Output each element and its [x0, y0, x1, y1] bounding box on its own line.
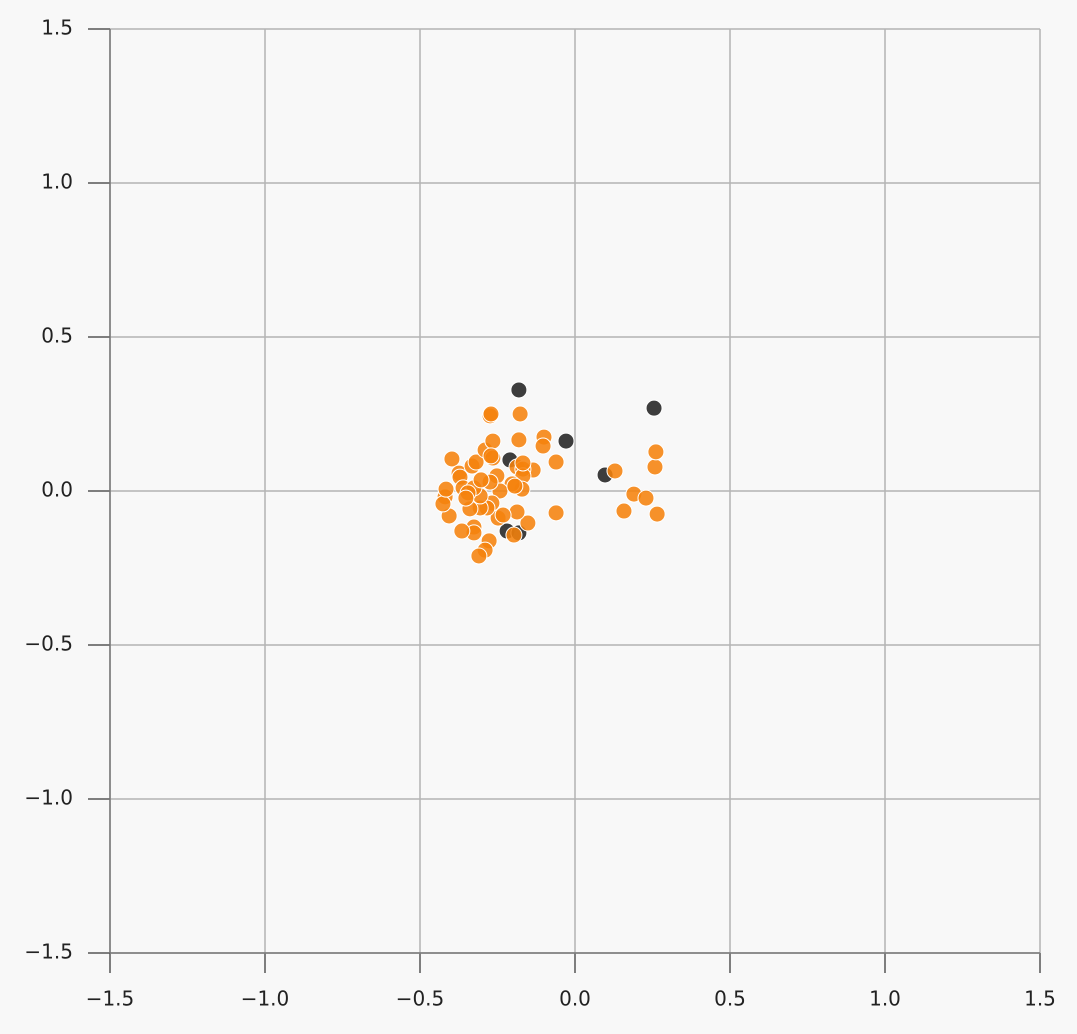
scatter-point [472, 471, 490, 489]
scatter-point [647, 443, 665, 461]
y-tick-label: −0.5 [24, 632, 73, 656]
y-tick-label: −1.5 [24, 940, 73, 964]
scatter-point [615, 502, 633, 520]
scatter-point [505, 526, 523, 544]
scatter-point [646, 458, 664, 476]
scatter-point [484, 432, 502, 450]
scatter-point [443, 450, 461, 468]
y-tick-label: 0.5 [41, 324, 73, 348]
x-tick-label: 0.5 [714, 987, 746, 1011]
scatter-point [510, 381, 528, 399]
scatter-point [645, 399, 663, 417]
x-tick-label: −1.0 [241, 987, 290, 1011]
scatter-point [514, 454, 532, 472]
scatter-point [437, 480, 455, 498]
y-tick-label: 1.5 [41, 16, 73, 40]
x-tick-label: −1.5 [86, 987, 135, 1011]
scatter-point [519, 514, 537, 532]
scatter-point [637, 489, 655, 507]
scatter-point [470, 547, 488, 565]
scatter-point [606, 462, 624, 480]
scatter-point [467, 453, 485, 471]
scatter-point [494, 506, 512, 524]
scatter-point [508, 503, 526, 521]
scatter-point [482, 447, 500, 465]
x-tick-label: 0.0 [559, 987, 591, 1011]
scatter-point [511, 405, 529, 423]
x-tick-label: 1.5 [1024, 987, 1056, 1011]
scatter-point [547, 453, 565, 471]
scatter-point [557, 432, 575, 450]
scatter-point [547, 504, 565, 522]
scatter-point [506, 477, 524, 495]
scatter-point [648, 505, 666, 523]
scatter-point [534, 437, 552, 455]
y-tick-label: 1.0 [41, 170, 73, 194]
y-tick-label: −1.0 [24, 786, 73, 810]
scatter-point [482, 405, 500, 423]
x-tick-label: −0.5 [396, 987, 445, 1011]
scatter-point [510, 431, 528, 449]
scatter-point [457, 489, 475, 507]
scatter-point [453, 522, 471, 540]
y-tick-label: 0.0 [41, 478, 73, 502]
x-tick-label: 1.0 [869, 987, 901, 1011]
scatter-point [434, 495, 452, 513]
